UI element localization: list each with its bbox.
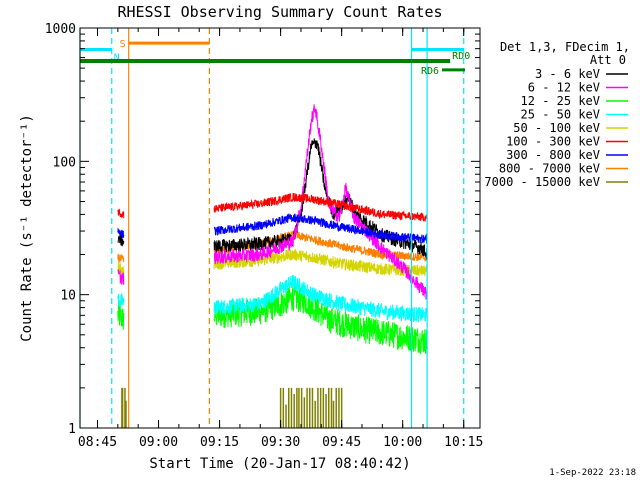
legend-label: 3 - 6 keV: [535, 67, 600, 81]
marker-band-label: S: [120, 39, 126, 50]
legend-label: 7000 - 15000 keV: [484, 175, 600, 189]
x-axis-label: Start Time (20-Jan-17 08:40:42): [149, 456, 410, 472]
series-line: [117, 284, 428, 355]
y-tick-label: 1000: [45, 22, 76, 37]
plot-frame: [79, 27, 481, 429]
y-axis: 1 10 100 1000: [45, 22, 480, 437]
x-tick-label: 10:00: [383, 435, 422, 450]
x-tick-label: 09:15: [200, 435, 239, 450]
footer-timestamp: 1-Sep-2022 23:18: [549, 468, 636, 478]
plot-content: [117, 104, 428, 428]
series-line: [117, 193, 428, 222]
legend-label: 50 - 100 keV: [513, 121, 600, 135]
legend-header-line-1: Det 1,3, FDecim 1,: [500, 40, 630, 54]
marker-band-label: RD0: [452, 51, 470, 62]
x-tick-label: 08:45: [78, 435, 117, 450]
marker-band-label: N: [114, 52, 120, 63]
legend-label: 100 - 300 keV: [506, 135, 600, 149]
y-axis-label: Count Rate (s⁻¹ detector⁻¹): [19, 114, 35, 342]
y-tick-label: 1: [68, 422, 76, 437]
legend-label: 12 - 25 keV: [521, 94, 600, 108]
series-line: [117, 104, 428, 300]
y-tick-label: 10: [60, 289, 76, 304]
legend-label: 6 - 12 keV: [528, 81, 600, 95]
x-tick-label: 10:15: [444, 435, 483, 450]
series-line: [117, 138, 428, 260]
series-line: [117, 274, 428, 323]
x-tick-label: 09:00: [139, 435, 178, 450]
legend-label: 800 - 7000 keV: [499, 162, 600, 176]
x-axis: 08:45 09:00 09:15 09:30 09:45 10:00 10:15: [78, 28, 483, 450]
series-line: [117, 212, 428, 244]
chart-title: RHESSI Observing Summary Count Rates: [117, 3, 442, 21]
legend-label: 300 - 800 keV: [506, 148, 600, 162]
legend-header-line-2: Att 0: [590, 53, 626, 67]
x-tick-label: 09:30: [261, 435, 300, 450]
marker-band-label: RD6: [421, 66, 439, 77]
x-tick-label: 09:45: [322, 435, 361, 450]
legend-label: 25 - 50 keV: [521, 108, 600, 122]
marker-layer: SN RD0 RD6: [79, 28, 470, 428]
y-tick-label: 100: [53, 155, 76, 170]
